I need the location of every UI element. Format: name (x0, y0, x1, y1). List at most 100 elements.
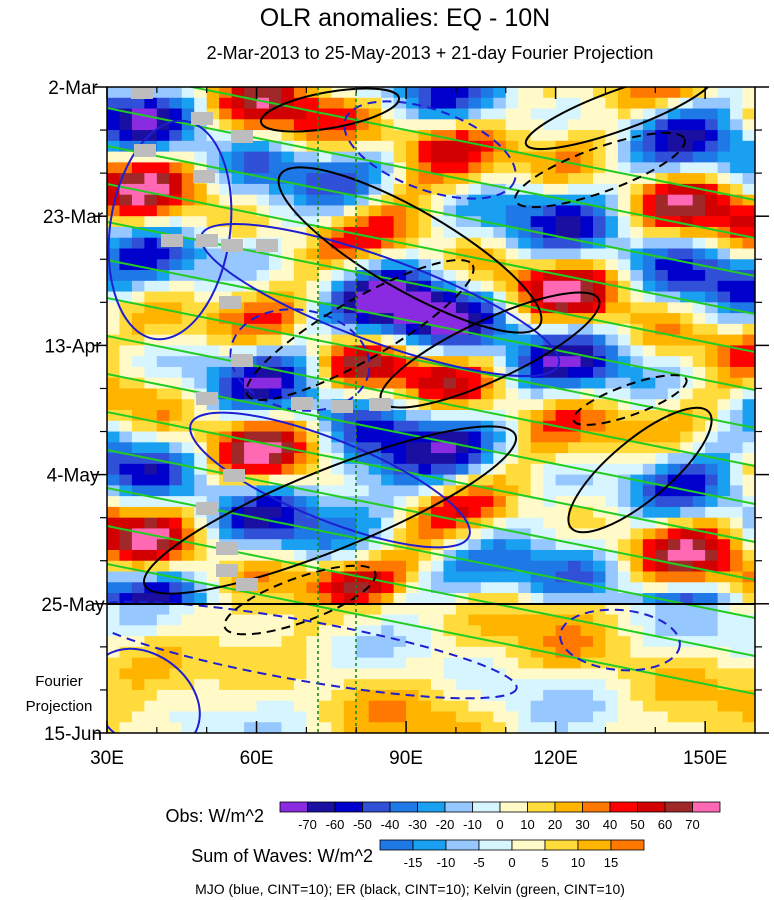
heat-cell (480, 603, 494, 616)
heat-cell (256, 711, 270, 723)
heat-cell (580, 528, 594, 540)
heat-cell (418, 668, 432, 680)
heat-cell (717, 216, 731, 228)
heat-cell (318, 194, 332, 207)
heat-cell (642, 205, 656, 217)
heat-cell (281, 140, 295, 153)
heat-cell (480, 388, 494, 400)
heat-cell (119, 668, 133, 680)
heat-cell (530, 291, 544, 303)
heat-cell (144, 173, 158, 185)
heat-cell (530, 183, 544, 196)
heat-cell (431, 226, 445, 239)
heat-cell (617, 183, 631, 196)
heat-cell (181, 431, 195, 443)
heat-cell (655, 388, 669, 400)
colorbar-swatch (389, 801, 418, 813)
heat-cell (156, 614, 170, 626)
heat-cell (468, 130, 482, 142)
heat-cell (543, 237, 557, 250)
heat-cell (281, 334, 295, 346)
heat-cell (443, 679, 457, 691)
heat-cell (393, 711, 407, 723)
heat-cell (331, 496, 345, 508)
heat-cell (543, 313, 557, 325)
heat-cell (605, 366, 619, 379)
waves-legend-label: Sum of Waves: W/m^2 (191, 846, 373, 866)
heat-cell (530, 130, 544, 142)
heat-cell (593, 356, 607, 368)
heat-cell (107, 388, 121, 400)
heat-cell (455, 183, 469, 196)
heat-cell (356, 323, 370, 336)
heat-cell (356, 205, 370, 217)
heat-cell (219, 205, 233, 217)
heat-cell (617, 237, 631, 250)
heat-cell (356, 517, 370, 530)
heat-cell (530, 119, 544, 131)
heat-cell (630, 539, 644, 551)
heat-cell (580, 571, 594, 583)
heat-cell (331, 130, 345, 142)
heat-cell (406, 463, 420, 476)
heat-cell (181, 410, 195, 422)
heat-cell (568, 216, 582, 228)
heat-cell (343, 248, 357, 260)
heat-cell (493, 237, 507, 250)
heat-cell (244, 377, 258, 390)
heat-cell (630, 420, 644, 433)
heat-cell (306, 593, 320, 605)
heat-cell (293, 463, 307, 476)
heat-cell (605, 119, 619, 131)
heat-cell (480, 668, 494, 680)
kelvin-contour (107, 411, 755, 543)
missing-data-cells (131, 87, 391, 591)
heat-cell (655, 722, 669, 733)
heat-cell (244, 646, 258, 659)
heat-cell (393, 356, 407, 368)
heat-cell (231, 625, 245, 637)
heat-cell (605, 345, 619, 357)
heat-cell (281, 302, 295, 314)
heat-cell (406, 506, 420, 519)
heat-cell (605, 689, 619, 702)
heat-cell (680, 722, 694, 733)
heat-cell (630, 722, 644, 733)
heat-cell (244, 711, 258, 723)
heat-cell (543, 474, 557, 486)
heat-cell (717, 162, 731, 174)
heat-cell (219, 689, 233, 702)
heat-cell (580, 366, 594, 379)
heat-cell (381, 453, 395, 465)
heat-cell (156, 625, 170, 637)
heat-cell (518, 506, 532, 519)
heat-cell (605, 603, 619, 616)
heat-cell (742, 646, 755, 659)
heat-cell (443, 549, 457, 562)
heat-cell (667, 226, 681, 239)
heat-cell (368, 237, 382, 250)
missing-cell (223, 469, 245, 482)
heat-cell (381, 216, 395, 228)
heat-cell (181, 377, 195, 390)
heat-cell (156, 388, 170, 400)
heat-cell (281, 646, 295, 659)
heat-cell (605, 528, 619, 540)
heat-cell (269, 485, 283, 497)
heat-cell (381, 571, 395, 583)
heat-cell (269, 549, 283, 562)
heat-cell (680, 453, 694, 465)
heat-cell (642, 603, 656, 616)
heat-cell (181, 302, 195, 314)
heat-cell (730, 582, 744, 594)
heat-cell (169, 173, 183, 185)
heat-cell (680, 517, 694, 530)
heat-cell (206, 442, 220, 454)
heat-cell (630, 226, 644, 239)
heat-cell (667, 259, 681, 271)
heat-cell (331, 97, 345, 110)
heat-cell (131, 496, 145, 508)
heat-cell (331, 442, 345, 454)
heat-cell (194, 334, 208, 346)
heat-cell (530, 528, 544, 540)
